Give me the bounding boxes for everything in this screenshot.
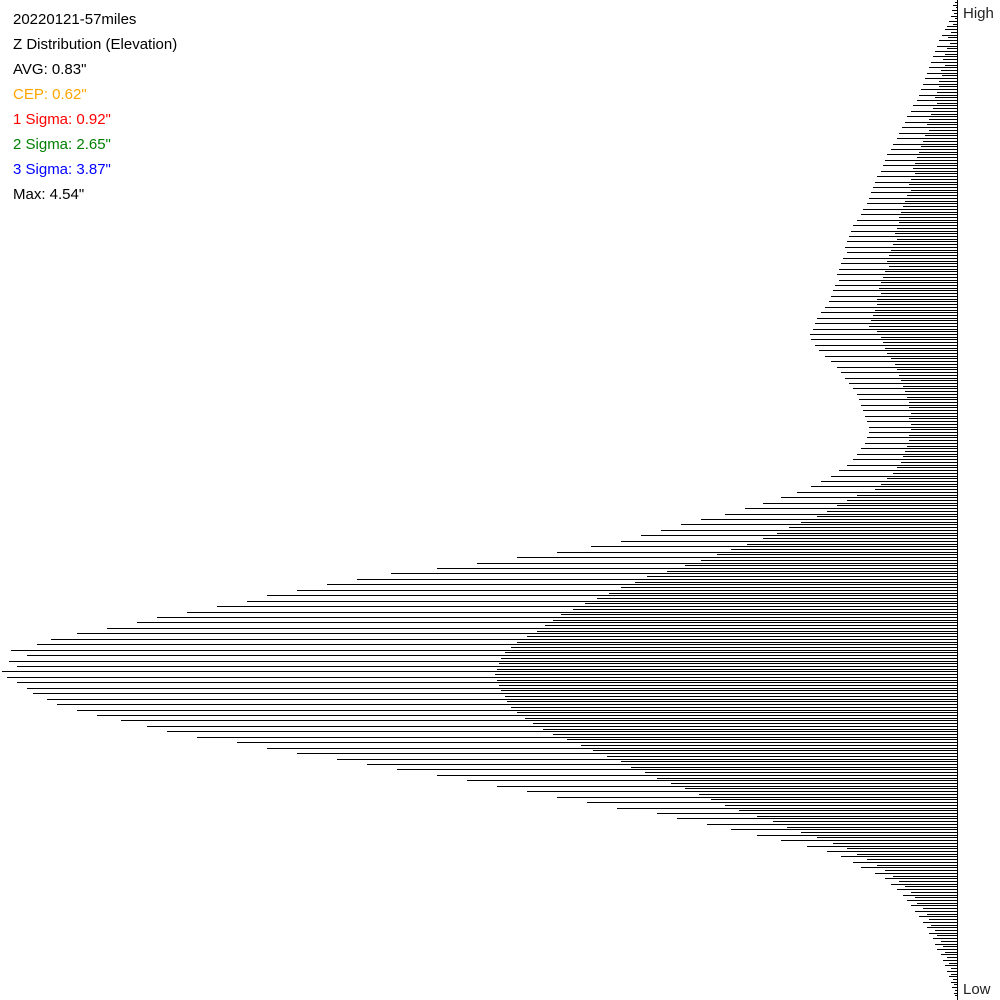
axis-label-high: High [963,5,994,22]
chart-title: 20220121-57miles [13,11,137,28]
histogram-bars [2,2,957,996]
stat-1-sigma: 1 Sigma: 0.92" [13,111,111,128]
stat-max: Max: 4.54" [13,186,85,203]
chart-subtitle: Z Distribution (Elevation) [13,36,178,53]
axis-label-low: Low [963,981,991,998]
stat-avg: AVG: 0.83" [13,61,87,78]
stat-2-sigma: 2 Sigma: 2.65" [13,136,111,153]
stat-cep: CEP: 0.62" [13,86,87,103]
stat-3-sigma: 3 Sigma: 3.87" [13,161,111,178]
